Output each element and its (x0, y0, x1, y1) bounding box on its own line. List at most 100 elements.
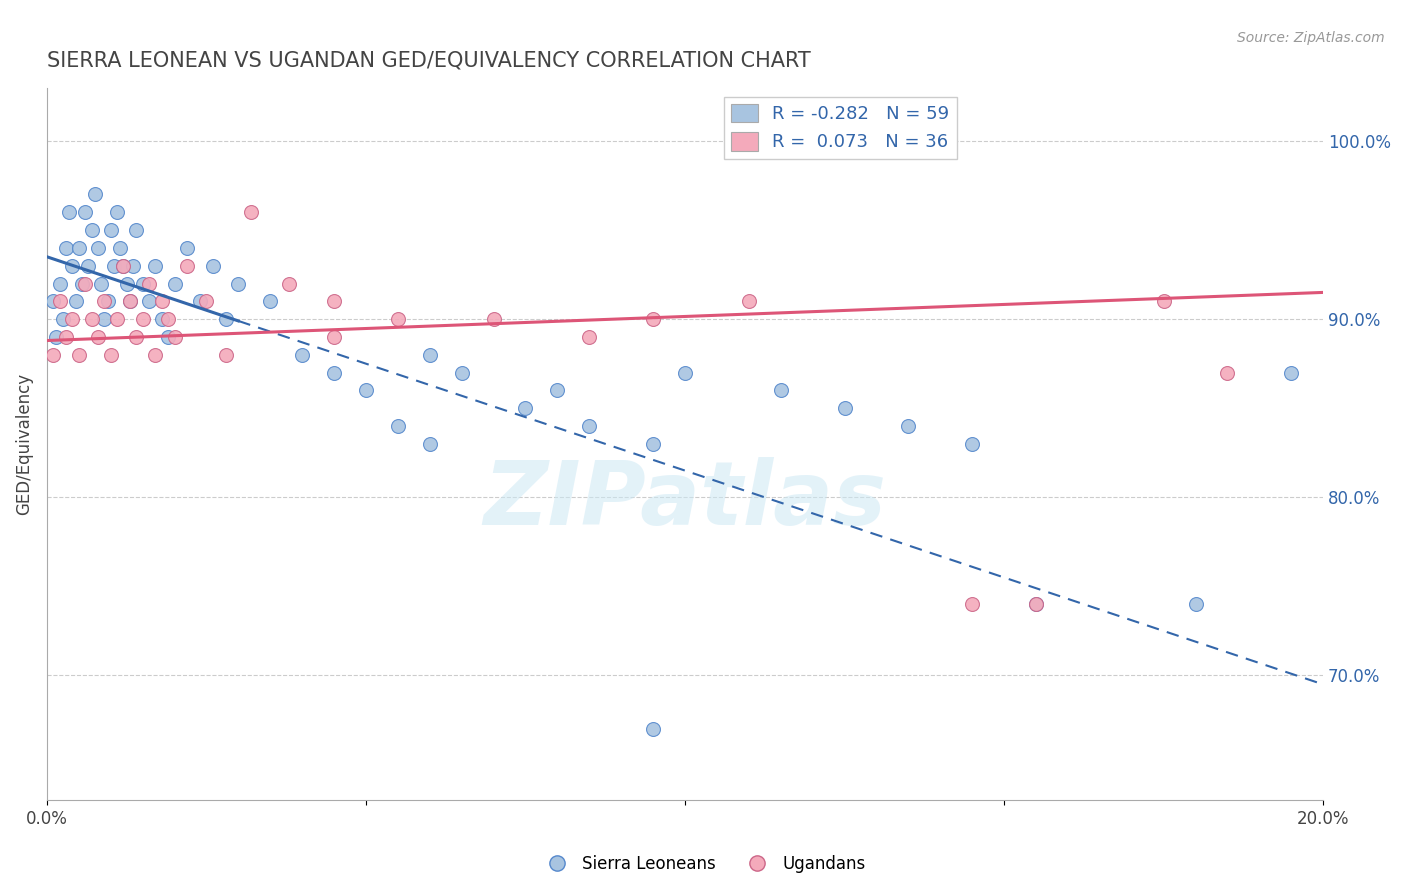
Point (110, 241, 132, 255)
Point (1025, 597, 1047, 611)
Point (67, 348, 90, 362)
Point (960, 437, 983, 451)
Point (176, 259, 198, 273)
Y-axis label: GED/Equivalency: GED/Equivalency (15, 373, 32, 515)
Point (52, 312, 75, 326)
Point (323, 330, 346, 344)
Point (118, 294, 141, 309)
Point (93, 312, 115, 326)
Point (55, 330, 77, 344)
Point (138, 294, 160, 309)
Point (100, 223, 122, 237)
Point (897, 419, 920, 434)
Point (643, 722, 665, 736)
Point (122, 259, 145, 273)
Point (115, 277, 138, 291)
Point (195, 294, 218, 309)
Point (354, 384, 377, 398)
Point (1184, 597, 1206, 611)
Point (482, 312, 505, 326)
Point (62, 259, 84, 273)
Point (163, 277, 186, 291)
Point (125, 330, 148, 344)
Point (77, 259, 100, 273)
Point (387, 419, 409, 434)
Point (643, 312, 665, 326)
Point (834, 401, 856, 416)
Point (145, 348, 167, 362)
Point (1153, 294, 1175, 309)
Point (1025, 597, 1047, 611)
Point (75, 205, 97, 219)
Text: Source: ZipAtlas.com: Source: ZipAtlas.com (1237, 31, 1385, 45)
Point (163, 330, 186, 344)
Point (45, 330, 67, 344)
Point (214, 312, 236, 326)
Point (387, 312, 409, 326)
Point (87, 241, 110, 255)
Point (96, 294, 118, 309)
Point (48, 277, 70, 291)
Point (100, 348, 122, 362)
Point (105, 205, 128, 219)
Point (643, 437, 665, 451)
Point (58, 205, 80, 219)
Point (131, 277, 153, 291)
Point (55, 241, 77, 255)
Point (515, 401, 537, 416)
Point (214, 348, 236, 362)
Point (75, 277, 97, 291)
Point (228, 277, 250, 291)
Point (323, 366, 346, 380)
Point (145, 259, 167, 273)
Point (450, 366, 472, 380)
Point (150, 312, 173, 326)
Point (150, 294, 173, 309)
Point (157, 312, 180, 326)
Point (738, 294, 761, 309)
Point (62, 312, 84, 326)
Point (1279, 366, 1302, 380)
Point (105, 312, 128, 326)
Point (93, 294, 115, 309)
Point (1216, 366, 1239, 380)
Point (419, 437, 441, 451)
Point (42, 294, 65, 309)
Point (118, 294, 141, 309)
Point (188, 294, 211, 309)
Point (48, 294, 70, 309)
Point (70, 277, 93, 291)
Legend: R = -0.282   N = 59, R =  0.073   N = 36: R = -0.282 N = 59, R = 0.073 N = 36 (724, 96, 956, 159)
Text: ZIPatlas: ZIPatlas (484, 458, 887, 544)
Point (960, 597, 983, 611)
Point (138, 277, 160, 291)
Point (83, 187, 105, 202)
Point (278, 277, 301, 291)
Point (90, 277, 112, 291)
Point (157, 330, 180, 344)
Point (291, 348, 314, 362)
Point (87, 330, 110, 344)
Point (67, 241, 90, 255)
Point (201, 259, 224, 273)
Point (42, 348, 65, 362)
Point (103, 259, 125, 273)
Legend: Sierra Leoneans, Ugandans: Sierra Leoneans, Ugandans (534, 848, 872, 880)
Point (176, 241, 198, 255)
Point (65, 294, 87, 309)
Point (125, 223, 148, 237)
Point (769, 384, 792, 398)
Point (259, 294, 281, 309)
Point (112, 259, 135, 273)
Point (112, 259, 135, 273)
Point (80, 223, 103, 237)
Point (419, 348, 441, 362)
Text: SIERRA LEONEAN VS UGANDAN GED/EQUIVALENCY CORRELATION CHART: SIERRA LEONEAN VS UGANDAN GED/EQUIVALENC… (46, 51, 811, 70)
Point (546, 384, 568, 398)
Point (673, 366, 696, 380)
Point (323, 294, 346, 309)
Point (578, 419, 600, 434)
Point (578, 330, 600, 344)
Point (131, 312, 153, 326)
Point (80, 312, 103, 326)
